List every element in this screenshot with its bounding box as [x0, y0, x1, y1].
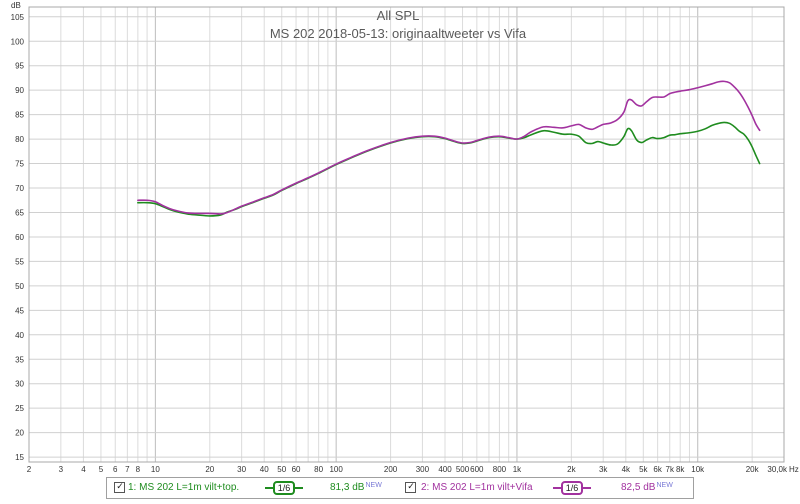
series-1-legend-label: 1: MS 202 L=1m vilt+top. — [128, 482, 240, 493]
y-tick-label: 60 — [15, 233, 24, 242]
series-1-level-value: 81,3 dB — [330, 482, 365, 493]
checkmark-icon: ✓ — [407, 482, 415, 492]
plot-frame — [28, 6, 785, 463]
series-1-level: 81,3 dBNEW — [330, 482, 382, 494]
y-tick-label: 15 — [15, 453, 24, 462]
series-2-smoothing-button[interactable]: 1/6 — [553, 481, 591, 495]
series-1-line-swatch-right — [295, 487, 303, 489]
series-1-line-swatch-left — [265, 487, 273, 489]
x-tick-label: 3 — [59, 465, 64, 474]
series-2-new-badge: NEW — [656, 482, 673, 489]
x-tick-label: 10k — [691, 465, 705, 474]
x-axis-unit-label: Hz — [789, 465, 799, 474]
y-axis-label: dB — [11, 1, 21, 10]
x-tick-label: 5k — [639, 465, 648, 474]
y-tick-label: 95 — [15, 62, 24, 71]
legend: ✓ 1: MS 202 L=1m vilt+top. 1/6 81,3 dBNE… — [106, 477, 694, 499]
y-tick-label: 70 — [15, 184, 24, 193]
x-tick-label: 100 — [329, 465, 343, 474]
y-tick-label: 85 — [15, 111, 24, 120]
chart-title: All SPL — [377, 8, 420, 23]
x-tick-label: 600 — [470, 465, 484, 474]
series-1-checkbox[interactable]: ✓ — [114, 482, 125, 493]
x-tick-label: 500 — [456, 465, 470, 474]
y-tick-label: 20 — [15, 429, 24, 438]
series-1-smoothing-button[interactable]: 1/6 — [265, 481, 303, 495]
x-tick-label: 6 — [113, 465, 118, 474]
series-line-2 — [137, 80, 761, 215]
x-tick-label: 40 — [260, 465, 269, 474]
tick-labels: 1520253035404550556065707580859095100105… — [11, 13, 799, 474]
x-tick-label: 1k — [513, 465, 522, 474]
x-tick-label: 3k — [599, 465, 608, 474]
x-tick-label: 30,0k — [767, 465, 788, 474]
series-2-smoothing-label: 1/6 — [561, 481, 583, 495]
plot-background — [29, 7, 784, 462]
series-2-checkbox[interactable]: ✓ — [405, 482, 416, 493]
y-tick-label: 100 — [11, 37, 25, 46]
grid — [29, 7, 784, 462]
y-tick-label: 75 — [15, 160, 24, 169]
x-tick-label: 10 — [151, 465, 160, 474]
x-tick-label: 400 — [438, 465, 452, 474]
x-tick-label: 5 — [99, 465, 104, 474]
y-tick-label: 45 — [15, 306, 24, 315]
y-tick-label: 55 — [15, 257, 24, 266]
series-1-new-badge: NEW — [365, 482, 382, 489]
x-tick-label: 20 — [205, 465, 214, 474]
x-tick-label: 300 — [416, 465, 430, 474]
y-tick-label: 25 — [15, 404, 24, 413]
x-tick-label: 80 — [314, 465, 323, 474]
x-tick-label: 8k — [676, 465, 685, 474]
x-tick-label: 200 — [384, 465, 398, 474]
x-tick-label: 2 — [27, 465, 32, 474]
series-2-line-swatch-right — [583, 487, 591, 489]
x-tick-label: 20k — [746, 465, 760, 474]
x-tick-label: 2k — [567, 465, 576, 474]
series-2-level-value: 82,5 dB — [621, 482, 656, 493]
x-tick-label: 800 — [493, 465, 507, 474]
chart-subtitle: MS 202 2018-05-13: originaaltweeter vs V… — [270, 26, 527, 41]
x-tick-label: 4 — [81, 465, 86, 474]
y-tick-label: 80 — [15, 135, 24, 144]
y-tick-label: 105 — [11, 13, 25, 22]
series-layer — [137, 80, 761, 217]
x-tick-label: 6k — [653, 465, 662, 474]
x-tick-label: 30 — [237, 465, 246, 474]
x-tick-label: 60 — [292, 465, 301, 474]
y-tick-label: 65 — [15, 208, 24, 217]
y-tick-label: 30 — [15, 380, 24, 389]
x-tick-label: 50 — [277, 465, 286, 474]
y-tick-label: 50 — [15, 282, 24, 291]
x-tick-label: 4k — [622, 465, 631, 474]
x-tick-label: 7k — [666, 465, 675, 474]
series-1-smoothing-label: 1/6 — [273, 481, 295, 495]
x-tick-label: 8 — [136, 465, 141, 474]
x-tick-label: 7 — [125, 465, 130, 474]
series-2-level: 82,5 dBNEW — [621, 482, 673, 494]
y-tick-label: 35 — [15, 355, 24, 364]
series-2-line-swatch-left — [553, 487, 561, 489]
y-tick-label: 40 — [15, 331, 24, 340]
checkmark-icon: ✓ — [116, 482, 124, 492]
series-2-legend-label: 2: MS 202 L=1m vilt+Vifa — [421, 482, 533, 493]
y-tick-label: 90 — [15, 86, 24, 95]
